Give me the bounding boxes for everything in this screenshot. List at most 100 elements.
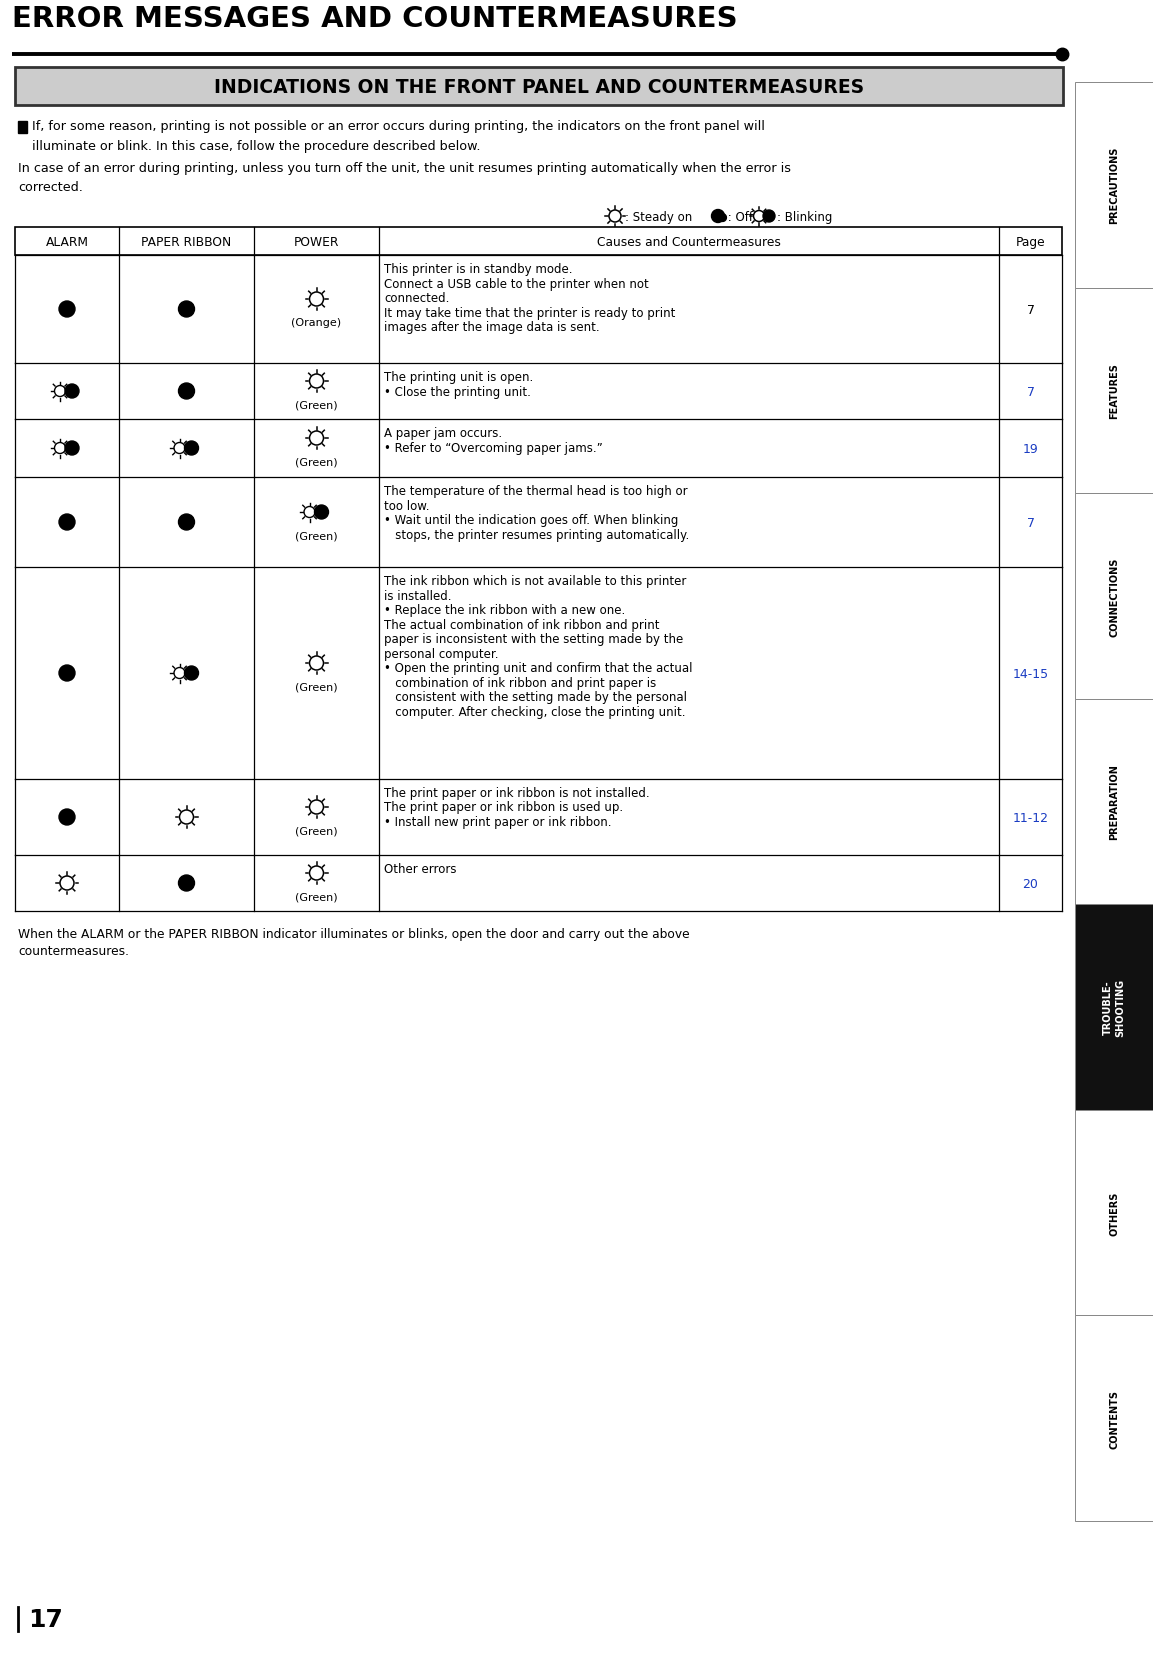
Bar [1075,494,1153,699]
Bar [1075,288,1153,494]
Text: ERROR MESSAGES AND COUNTERMEASURES: ERROR MESSAGES AND COUNTERMEASURES [12,5,738,33]
Text: PAPER RIBBON: PAPER RIBBON [142,235,232,249]
Text: CONTENTS: CONTENTS [1109,1389,1120,1448]
Circle shape [711,210,724,224]
Text: Connect a USB cable to the printer when not: Connect a USB cable to the printer when … [384,277,649,290]
Circle shape [304,507,315,519]
Text: too low.: too low. [384,499,430,512]
Text: connected.: connected. [384,292,450,305]
Bar [15,568,1062,779]
Text: • Replace the ink ribbon with a new one.: • Replace the ink ribbon with a new one. [384,603,625,616]
Text: computer. After checking, close the printing unit.: computer. After checking, close the prin… [384,706,686,717]
Circle shape [59,810,75,825]
Circle shape [184,666,198,681]
Circle shape [179,302,195,318]
Text: is installed.: is installed. [384,590,452,601]
Text: (Green): (Green) [295,530,338,540]
Text: FEATURES: FEATURES [1109,363,1120,419]
Circle shape [54,386,66,398]
Text: POWER: POWER [294,235,339,249]
Circle shape [179,384,195,399]
Text: 19: 19 [1023,442,1039,456]
Circle shape [180,810,194,825]
Bar [15,855,1062,911]
Text: (Green): (Green) [295,681,338,691]
Text: • Open the printing unit and confirm that the actual: • Open the printing unit and confirm tha… [384,661,693,674]
Text: It may take time that the printer is ready to print: It may take time that the printer is rea… [384,307,676,320]
Text: Page: Page [1016,235,1046,249]
Bar [18,123,27,134]
Text: : Blinking: : Blinking [777,210,832,224]
Text: This printer is in standby mode.: This printer is in standby mode. [384,263,573,275]
Circle shape [763,210,775,222]
Text: PRECAUTIONS: PRECAUTIONS [1109,147,1120,224]
Text: Causes and Countermeasures: Causes and Countermeasures [597,235,781,249]
Text: CONNECTIONS: CONNECTIONS [1109,557,1120,636]
Text: illuminate or blink. In this case, follow the procedure described below.: illuminate or blink. In this case, follo… [32,139,481,152]
Text: 7: 7 [1026,517,1034,529]
Text: (Green): (Green) [295,399,338,409]
Text: consistent with the setting made by the personal: consistent with the setting made by the … [384,691,687,704]
Text: • Refer to “Overcoming paper jams.”: • Refer to “Overcoming paper jams.” [384,441,603,454]
Circle shape [179,875,195,891]
Text: The ink ribbon which is not available to this printer: The ink ribbon which is not available to… [384,575,686,588]
Circle shape [65,384,80,399]
Text: • Wait until the indication goes off. When blinking: • Wait until the indication goes off. Wh… [384,514,678,527]
Text: images after the image data is sent.: images after the image data is sent. [384,321,600,333]
Text: • Install new print paper or ink ribbon.: • Install new print paper or ink ribbon. [384,815,611,828]
Text: : Steady on: : Steady on [625,210,692,224]
Circle shape [174,668,184,679]
Bar [15,255,1062,365]
Bar [1075,905,1153,1110]
Text: countermeasures.: countermeasures. [18,944,129,958]
Circle shape [309,432,324,446]
Circle shape [754,212,764,222]
Text: A paper jam occurs.: A paper jam occurs. [384,428,502,439]
Circle shape [309,800,324,815]
Text: PREPARATION: PREPARATION [1109,764,1120,840]
Text: If, for some reason, printing is not possible or an error occurs during printing: If, for some reason, printing is not pos… [32,119,764,133]
Bar [1075,1316,1153,1521]
FancyBboxPatch shape [15,68,1063,106]
Text: stops, the printer resumes printing automatically.: stops, the printer resumes printing auto… [384,529,689,542]
Circle shape [59,666,75,681]
Text: ●: Off: ●: Off [710,210,753,224]
Circle shape [65,442,80,456]
Text: 14-15: 14-15 [1012,668,1048,679]
Text: 20: 20 [1023,877,1039,890]
Circle shape [309,293,324,307]
Text: • Close the printing unit.: • Close the printing unit. [384,386,530,398]
Text: The temperature of the thermal head is too high or: The temperature of the thermal head is t… [384,486,687,497]
Circle shape [54,442,66,454]
Bar [15,229,1062,255]
Text: corrected.: corrected. [18,181,83,194]
Circle shape [174,442,184,454]
Text: In case of an error during printing, unless you turn off the unit, the unit resu: In case of an error during printing, unl… [18,162,791,176]
Circle shape [315,505,329,520]
Bar [1075,83,1153,288]
Text: combination of ink ribbon and print paper is: combination of ink ribbon and print pape… [384,676,656,689]
Text: OTHERS: OTHERS [1109,1191,1120,1234]
Circle shape [59,302,75,318]
Bar [1075,699,1153,905]
Circle shape [59,515,75,530]
Bar [15,477,1062,568]
Text: ALARM: ALARM [45,235,89,249]
Circle shape [179,515,195,530]
Text: The printing unit is open.: The printing unit is open. [384,371,533,384]
Circle shape [309,374,324,389]
Circle shape [60,877,74,890]
Bar [15,779,1062,855]
Text: (Green): (Green) [295,891,338,901]
Text: The print paper or ink ribbon is not installed.: The print paper or ink ribbon is not ins… [384,787,649,800]
Text: 17: 17 [28,1607,63,1630]
Text: Other errors: Other errors [384,863,457,875]
Text: TROUBLE-
SHOOTING: TROUBLE- SHOOTING [1103,978,1125,1037]
Circle shape [309,867,324,880]
Bar [1075,1110,1153,1316]
Text: paper is inconsistent with the setting made by the: paper is inconsistent with the setting m… [384,633,684,646]
Text: (Green): (Green) [295,825,338,835]
Circle shape [184,442,198,456]
Text: 7: 7 [1026,386,1034,398]
Text: 11-12: 11-12 [1012,810,1048,824]
